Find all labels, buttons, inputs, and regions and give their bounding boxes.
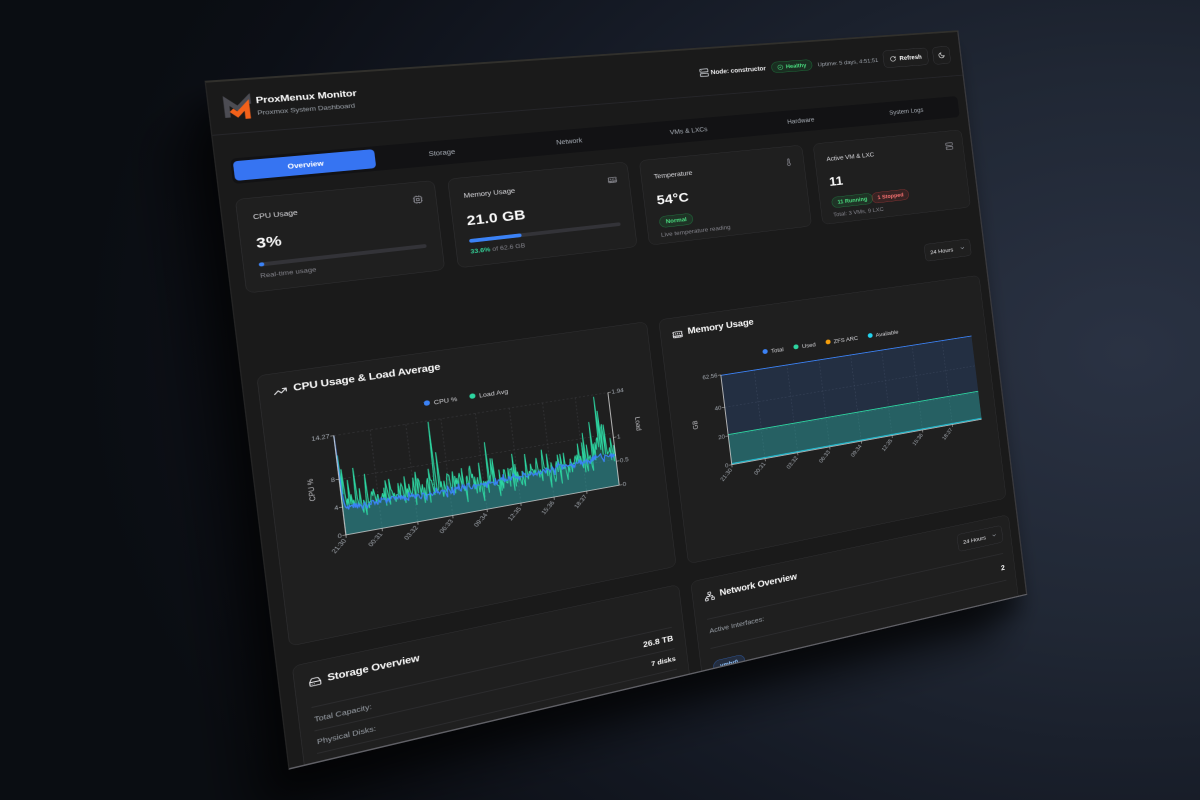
svg-text:14.27: 14.27 bbox=[311, 433, 330, 443]
svg-text:Load: Load bbox=[633, 416, 643, 431]
svg-text:GB: GB bbox=[691, 420, 700, 430]
svg-text:1: 1 bbox=[617, 433, 621, 440]
svg-text:00:31: 00:31 bbox=[367, 531, 385, 548]
svg-text:8: 8 bbox=[331, 477, 336, 484]
svg-text:18:37: 18:37 bbox=[941, 427, 954, 441]
svg-text:21:30: 21:30 bbox=[330, 538, 348, 555]
svg-text:09:34: 09:34 bbox=[850, 444, 864, 458]
svg-text:03:32: 03:32 bbox=[403, 525, 420, 541]
svg-text:00:31: 00:31 bbox=[753, 461, 767, 476]
svg-text:CPU %: CPU % bbox=[306, 478, 318, 502]
svg-text:15:36: 15:36 bbox=[540, 500, 556, 516]
svg-text:0: 0 bbox=[622, 481, 626, 488]
svg-text:4: 4 bbox=[334, 505, 339, 512]
svg-text:15:36: 15:36 bbox=[911, 432, 924, 446]
svg-text:40: 40 bbox=[714, 405, 721, 412]
svg-text:21:30: 21:30 bbox=[719, 467, 734, 482]
svg-text:0.5: 0.5 bbox=[619, 456, 628, 464]
svg-text:0: 0 bbox=[337, 533, 342, 540]
svg-text:0: 0 bbox=[725, 462, 729, 469]
svg-text:03:32: 03:32 bbox=[785, 455, 799, 470]
svg-text:06:33: 06:33 bbox=[438, 518, 455, 534]
svg-text:62.56: 62.56 bbox=[702, 373, 718, 381]
svg-text:18:37: 18:37 bbox=[573, 494, 589, 510]
svg-text:12:35: 12:35 bbox=[507, 506, 523, 522]
svg-text:06:33: 06:33 bbox=[818, 449, 832, 464]
svg-text:12:35: 12:35 bbox=[881, 438, 894, 452]
svg-text:1.94: 1.94 bbox=[611, 387, 624, 395]
svg-text:20: 20 bbox=[718, 434, 725, 441]
svg-text:09:34: 09:34 bbox=[473, 512, 490, 528]
